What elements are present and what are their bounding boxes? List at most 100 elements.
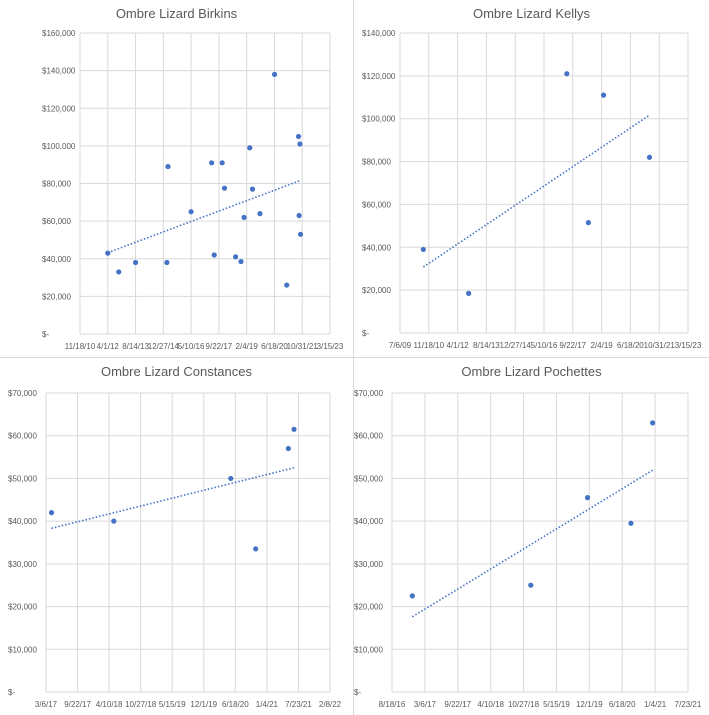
trendline [107, 179, 301, 254]
chart-constances: Ombre Lizard Constances $- $10,000 $20,000 $… [0, 358, 353, 715]
x-tick-label: 7/23/21 [285, 700, 312, 709]
data-point [48, 510, 55, 516]
data-point [296, 212, 302, 219]
data-point [247, 145, 253, 151]
x-tick-label: 12/1/19 [190, 700, 217, 709]
x-tick-label: 3/6/17 [35, 700, 58, 709]
data-point [297, 231, 304, 237]
data-point [233, 254, 239, 260]
chart-constances-svg: Ombre Lizard Constances $- $10,000 $20,000 $… [8, 364, 342, 709]
x-tick-label: 4/1/12 [446, 341, 469, 350]
data-point [164, 259, 170, 266]
y-tick-label: $20,000 [354, 603, 383, 612]
y-tick-label: $10,000 [354, 645, 383, 654]
x-tick-label: 7/6/09 [389, 341, 412, 350]
panel-divider-horizontal [0, 357, 709, 358]
data-point [646, 154, 653, 160]
data-point [584, 495, 591, 501]
chart-birkins-svg: Ombre Lizard Birkins $- $20,000 $40,000 $60,… [42, 6, 344, 351]
y-tick-label: $120,000 [42, 104, 76, 113]
data-point [466, 290, 472, 296]
data-point [628, 520, 634, 526]
y-tick-label: $100,000 [362, 115, 396, 124]
x-tick-label: 5/15/19 [159, 700, 186, 709]
y-tick-label: $30,000 [8, 560, 37, 569]
data-point [409, 593, 415, 599]
x-tick-label: 2/8/22 [319, 700, 342, 709]
y-tick-label: $50,000 [354, 474, 383, 483]
data-point [600, 92, 607, 98]
y-tick-label: $40,000 [354, 517, 383, 526]
y-tick-label: $10,000 [8, 645, 37, 654]
x-tick-label: 10/31/21 [287, 342, 319, 351]
data-point [219, 160, 225, 166]
y-tick-label: $140,000 [42, 67, 76, 76]
y-tick-label: $60,000 [354, 432, 383, 441]
x-tick-label: 3/15/23 [317, 342, 344, 351]
y-tick-label: $60,000 [8, 432, 37, 441]
y-tick-label: $80,000 [362, 158, 391, 167]
chart-pochettes-svg: Ombre Lizard Pochettes $- $10,000 $20,000 $3… [354, 364, 702, 709]
x-tick-label: 4/10/18 [96, 700, 123, 709]
data-point [271, 71, 278, 77]
x-tick-label: 5/15/19 [543, 700, 570, 709]
x-tick-label: 3/6/17 [414, 700, 437, 709]
data-point [291, 426, 297, 432]
chart-title: Ombre Lizard Constances [101, 364, 253, 379]
x-tick-label: 5/10/16 [531, 341, 558, 350]
x-tick-label: 6/18/20 [261, 342, 288, 351]
y-tick-label: $- [8, 688, 15, 697]
chart-kellys-svg: Ombre Lizard Kellys $- $20,000 $40,000 $60,0… [362, 6, 702, 350]
data-point [211, 252, 217, 258]
y-tick-label: $50,000 [8, 474, 37, 483]
x-tick-label: 12/27/14 [500, 341, 532, 350]
data-point [221, 185, 228, 191]
data-point [297, 141, 303, 147]
x-tick-label: 3/15/23 [675, 341, 702, 350]
x-tick-label: 2/4/19 [236, 342, 259, 351]
data-point [241, 214, 247, 220]
x-tick-label: 2/4/19 [590, 341, 613, 350]
chart-title: Ombre Lizard Pochettes [461, 364, 602, 379]
x-tick-label: 9/22/17 [206, 342, 233, 351]
data-point [249, 186, 256, 192]
x-tick-label: 12/27/14 [148, 342, 180, 351]
x-tick-label: 6/18/20 [609, 700, 636, 709]
data-point [228, 475, 234, 482]
chart-title: Ombre Lizard Birkins [116, 6, 238, 21]
x-tick-label: 1/4/21 [644, 700, 667, 709]
x-tick-label: 10/31/21 [644, 341, 676, 350]
trendline [411, 469, 654, 618]
data-point [209, 160, 215, 166]
x-tick-label: 8/18/16 [379, 700, 406, 709]
x-tick-label: 4/10/18 [477, 700, 504, 709]
y-tick-label: $- [362, 329, 369, 338]
trendline [51, 466, 295, 530]
data-point [284, 282, 290, 288]
data-point [105, 250, 111, 256]
y-tick-label: $70,000 [8, 389, 37, 398]
x-tick-label: 4/1/12 [97, 342, 120, 351]
y-tick-label: $40,000 [42, 255, 71, 264]
y-tick-label: $70,000 [354, 389, 383, 398]
data-point [165, 163, 171, 170]
y-tick-label: $30,000 [354, 560, 383, 569]
y-tick-label: $40,000 [362, 243, 391, 252]
y-tick-label: $80,000 [42, 180, 71, 189]
x-tick-label: 11/18/10 [65, 342, 96, 351]
x-tick-label: 9/22/17 [64, 700, 91, 709]
data-point [295, 133, 302, 140]
x-tick-label: 8/14/13 [473, 341, 500, 350]
y-tick-label: $60,000 [42, 217, 71, 226]
x-tick-label: 10/27/18 [508, 700, 540, 709]
x-tick-label: 1/4/21 [256, 700, 279, 709]
x-tick-label: 5/10/16 [178, 342, 205, 351]
data-point [564, 71, 570, 77]
data-point [116, 269, 122, 275]
data-point [238, 258, 244, 265]
y-tick-label: $- [42, 330, 49, 339]
y-tick-label: $120,000 [362, 72, 396, 81]
x-tick-label: 11/18/10 [414, 341, 445, 350]
y-tick-label: $20,000 [42, 292, 71, 301]
data-point [188, 209, 194, 215]
